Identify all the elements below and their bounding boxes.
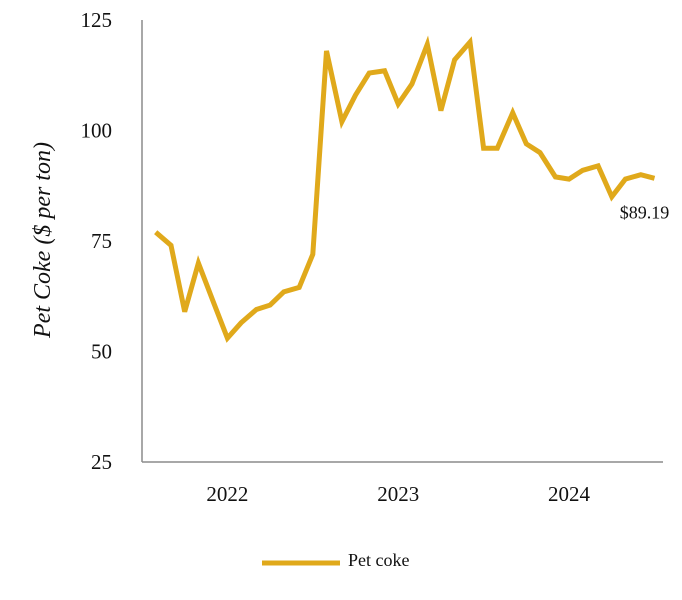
x-tick-label: 2024 xyxy=(548,482,591,506)
x-tick-label: 2022 xyxy=(206,482,248,506)
x-tick-label: 2023 xyxy=(377,482,419,506)
last-value-annotation: $89.19 xyxy=(620,202,670,222)
legend-label-pet-coke: Pet coke xyxy=(348,550,409,570)
legend: Pet coke xyxy=(262,550,409,570)
y-axis-label-group: Pet Coke ($ per ton) xyxy=(30,142,56,339)
y-tick-label: 125 xyxy=(81,8,113,32)
y-tick-label: 25 xyxy=(91,450,112,474)
y-tick-label: 50 xyxy=(91,340,112,364)
x-tick-labels: 2022 2023 2024 xyxy=(206,482,590,506)
y-tick-label: 100 xyxy=(81,119,113,143)
y-tick-labels: 25 50 75 100 125 xyxy=(81,8,113,474)
series-line-pet-coke xyxy=(154,35,656,343)
series-group xyxy=(154,35,656,343)
y-axis-label: Pet Coke ($ per ton) xyxy=(30,142,56,339)
y-tick-label: 75 xyxy=(91,229,112,253)
